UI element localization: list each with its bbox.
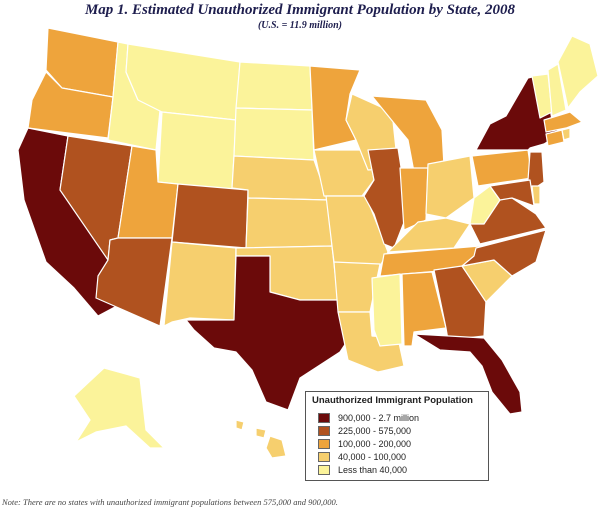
legend-swatch	[318, 439, 330, 449]
legend-item: 225,000 - 575,000	[318, 425, 411, 437]
legend-label: 40,000 - 100,000	[338, 452, 407, 462]
legend-item: Less than 40,000	[318, 464, 407, 476]
state-sd[interactable]	[233, 107, 315, 161]
state-la[interactable]	[337, 311, 405, 373]
footnote: Note: There are no states with unauthori…	[2, 497, 338, 507]
state-fl[interactable]	[413, 333, 523, 415]
state-ms[interactable]	[371, 273, 403, 347]
legend-label: 900,000 - 2.7 million	[338, 413, 420, 423]
legend-swatch	[318, 452, 330, 462]
state-wy[interactable]	[157, 111, 237, 191]
state-al[interactable]	[401, 271, 447, 347]
state-wv[interactable]	[469, 185, 501, 225]
state-nh[interactable]	[547, 63, 567, 117]
legend-item: 40,000 - 100,000	[318, 451, 406, 463]
state-az[interactable]	[95, 237, 173, 327]
legend-swatch	[318, 426, 330, 436]
map-title: Map 1. Estimated Unauthorized Immigrant …	[84, 2, 516, 18]
legend-item: 100,000 - 200,000	[318, 438, 411, 450]
state-ri[interactable]	[561, 127, 571, 141]
legend-label: Less than 40,000	[338, 465, 408, 475]
legend-label: 100,000 - 200,000	[338, 439, 412, 449]
state-co[interactable]	[171, 183, 249, 249]
state-ma[interactable]	[543, 111, 583, 133]
state-me[interactable]	[557, 35, 599, 109]
state-nd[interactable]	[235, 61, 313, 111]
legend-swatch	[318, 413, 330, 423]
legend-label: 225,000 - 575,000	[338, 426, 412, 436]
map-subtitle: (U.S. = 11.9 million)	[257, 20, 343, 31]
state-ak[interactable]	[73, 367, 165, 449]
state-nm[interactable]	[163, 241, 237, 327]
state-nc[interactable]	[461, 229, 547, 277]
legend-title: Unauthorized Immigrant Population	[312, 395, 473, 406]
state-ia[interactable]	[313, 149, 375, 197]
legend-item: 900,000 - 2.7 million	[318, 412, 419, 424]
state-oh[interactable]	[425, 155, 475, 219]
state-de[interactable]	[531, 185, 541, 205]
legend: Unauthorized Immigrant Population 900,00…	[305, 391, 489, 481]
state-ks[interactable]	[245, 197, 333, 249]
state-ct[interactable]	[545, 129, 565, 147]
state-tx[interactable]	[185, 255, 349, 411]
state-in[interactable]	[399, 167, 429, 231]
legend-swatch	[318, 465, 330, 475]
state-hi[interactable]	[235, 419, 287, 459]
state-md[interactable]	[489, 179, 535, 207]
